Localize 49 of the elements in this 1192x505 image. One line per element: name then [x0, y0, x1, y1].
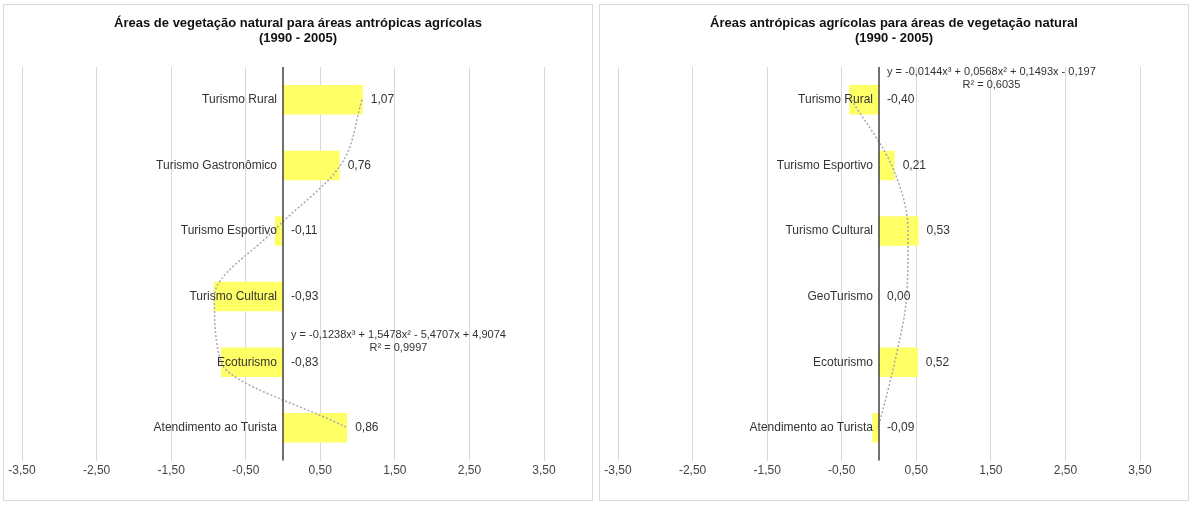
y-tick-label: GeoTurismo — [807, 288, 874, 303]
annotation: R² = 0,9997 — [369, 340, 428, 353]
x-tick-label: -1,50 — [157, 463, 186, 478]
y-tick-label: Turismo Cultural — [785, 223, 873, 238]
x-tick-label: -3,50 — [8, 463, 36, 478]
bar — [879, 216, 919, 246]
data-label: 0,00 — [887, 288, 911, 303]
x-tick-label: 1,50 — [383, 463, 407, 478]
data-label: 0,86 — [355, 420, 379, 435]
y-tick-label: Atendimento ao Turista — [749, 420, 874, 435]
data-label: 0,52 — [925, 354, 950, 369]
y-tick-label: Atendimento ao Turista — [153, 420, 278, 435]
x-tick-label: -0,50 — [232, 463, 260, 478]
chart-title: Áreas antrópicas agrícolas para áreas de vegetação natural (1990 - 2005) — [709, 15, 1079, 45]
y-tick-label: Turismo Esportivo — [776, 157, 874, 172]
data-label: -0,11 — [291, 223, 318, 238]
bar — [872, 413, 879, 443]
x-tick-label: -2,50 — [82, 463, 111, 478]
bar — [283, 150, 340, 181]
x-tick-label: -3,50 — [604, 463, 632, 478]
bar — [879, 347, 918, 377]
x-tick-label: -0,50 — [828, 463, 856, 478]
y-tick-label: Ecoturismo — [812, 354, 874, 369]
annotation: R² = 0,6035 — [962, 78, 1021, 91]
x-tick-label: 2,50 — [457, 463, 482, 478]
data-label: 0,53 — [926, 223, 951, 238]
data-label: -0,93 — [291, 288, 319, 303]
x-tick-label: 2,50 — [1053, 463, 1078, 478]
x-tick-label: -2,50 — [678, 463, 707, 478]
data-label: 1,07 — [370, 92, 395, 107]
x-tick-label: 3,50 — [1128, 463, 1152, 478]
annotation: y = -0,1238x³ + 1,5478x² - 5,4707x + 4,9074 — [291, 327, 506, 340]
y-tick-label: Turismo Rural — [202, 92, 277, 107]
x-tick-label: -1,50 — [753, 463, 782, 478]
chart-title: Áreas de vegetação natural para áreas antrópicas agrícolas (1990 - 2005) — [113, 15, 483, 45]
bar — [283, 413, 348, 443]
data-label: 0,21 — [902, 157, 927, 172]
data-label: -0,09 — [887, 420, 915, 435]
x-tick-label: 0,50 — [904, 463, 929, 478]
bar — [283, 85, 363, 115]
x-tick-label: 3,50 — [532, 463, 556, 478]
y-tick-label: Turismo Gastronômico — [156, 157, 278, 172]
x-tick-label: 1,50 — [979, 463, 1003, 478]
x-tick-label: 0,50 — [308, 463, 333, 478]
data-label: -0,40 — [887, 92, 915, 107]
bar — [879, 150, 895, 181]
data-label: -0,83 — [291, 354, 319, 369]
data-label: 0,76 — [347, 157, 372, 172]
annotation: y = -0,0144x³ + 0,0568x² + 0,1493x - 0,197 — [887, 65, 1096, 78]
